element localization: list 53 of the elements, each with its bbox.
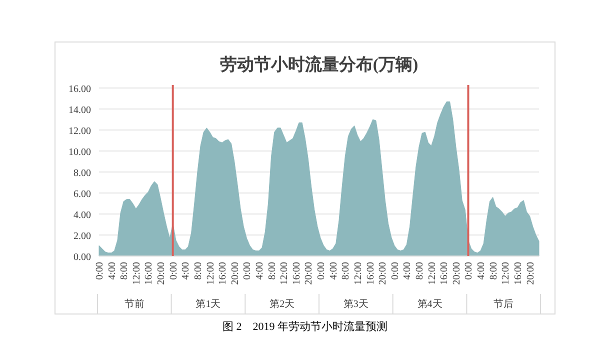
x-tick-label: 4:00 <box>476 262 488 280</box>
x-tick-label: 0:00 <box>242 262 254 280</box>
y-tick-label: 4.00 <box>74 210 91 221</box>
text: 第1天 <box>196 298 221 310</box>
x-tick-label: 20:00 <box>304 262 315 285</box>
y-tick-label: 6.00 <box>74 189 91 200</box>
x-tick-label: 20:00 <box>230 262 241 285</box>
x-tick-label: 8:00 <box>340 262 352 280</box>
x-tick-label: 16:00 <box>144 262 155 285</box>
x-tick-label: 8:00 <box>488 262 500 280</box>
x-tick-label: 8:00 <box>414 262 426 280</box>
x-tick-label: 0:00 <box>464 262 475 280</box>
text: 第2天 <box>270 298 295 310</box>
chart-title: 劳动节小时流量分布(万辆) <box>220 55 418 74</box>
text: 第3天 <box>343 298 368 310</box>
text: 节前 <box>124 298 144 310</box>
text: 节后 <box>494 298 514 310</box>
x-tick-label: 12:00 <box>426 262 438 285</box>
x-tick-label: 12:00 <box>131 262 142 285</box>
y-tick-label: 12.00 <box>68 126 91 137</box>
x-tick-label: 8:00 <box>119 262 130 280</box>
x-tick-label: 8:00 <box>192 262 204 280</box>
x-tick-label: 16:00 <box>218 262 229 285</box>
x-tick-label: 12:00 <box>352 262 364 285</box>
x-tick-label: 0:00 <box>390 262 401 280</box>
x-tick-label: 4:00 <box>254 262 266 280</box>
x-tick-label: 20:00 <box>451 262 462 285</box>
x-tick-label: 20:00 <box>156 262 168 285</box>
y-tick-label: 2.00 <box>74 231 91 242</box>
y-tick-label: 10.00 <box>68 147 91 158</box>
x-tick-label: 4:00 <box>180 262 192 280</box>
x-tick-label: 0:00 <box>168 262 180 280</box>
x-tick-label: 20:00 <box>525 262 536 285</box>
x-tick-label: 4:00 <box>402 262 414 280</box>
x-tick-label: 4:00 <box>106 262 118 280</box>
text: 第4天 <box>417 298 442 310</box>
x-tick-label: 12:00 <box>205 262 216 285</box>
x-tick-label: 12:00 <box>279 262 290 285</box>
x-tick-label: 8:00 <box>266 262 278 280</box>
x-tick-label: 16:00 <box>291 262 302 285</box>
y-tick-label: 14.00 <box>68 105 91 116</box>
x-tick-label: 16:00 <box>512 262 524 285</box>
x-tick-label: 0:00 <box>94 262 106 280</box>
y-tick-label: 16.00 <box>68 84 91 95</box>
y-tick-label: 0.00 <box>74 252 91 263</box>
x-tick-label: 0:00 <box>316 262 328 280</box>
y-tick-label: 8.00 <box>74 168 91 179</box>
x-tick-label: 4:00 <box>328 262 340 280</box>
x-tick-label: 16:00 <box>365 262 376 285</box>
x-tick-label: 12:00 <box>500 262 512 285</box>
x-tick-label: 16:00 <box>439 262 450 285</box>
caption: 图 2 2019 年劳动节小时流量预测 <box>222 320 388 333</box>
x-tick-label: 20:00 <box>378 262 389 285</box>
